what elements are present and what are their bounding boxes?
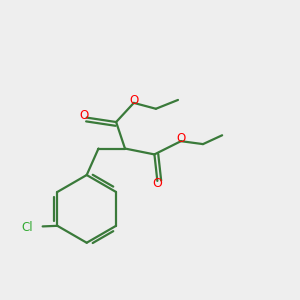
Text: O: O — [152, 177, 162, 190]
Text: O: O — [129, 94, 138, 107]
Text: O: O — [176, 132, 185, 145]
Text: O: O — [80, 109, 89, 122]
Text: Cl: Cl — [21, 221, 33, 234]
